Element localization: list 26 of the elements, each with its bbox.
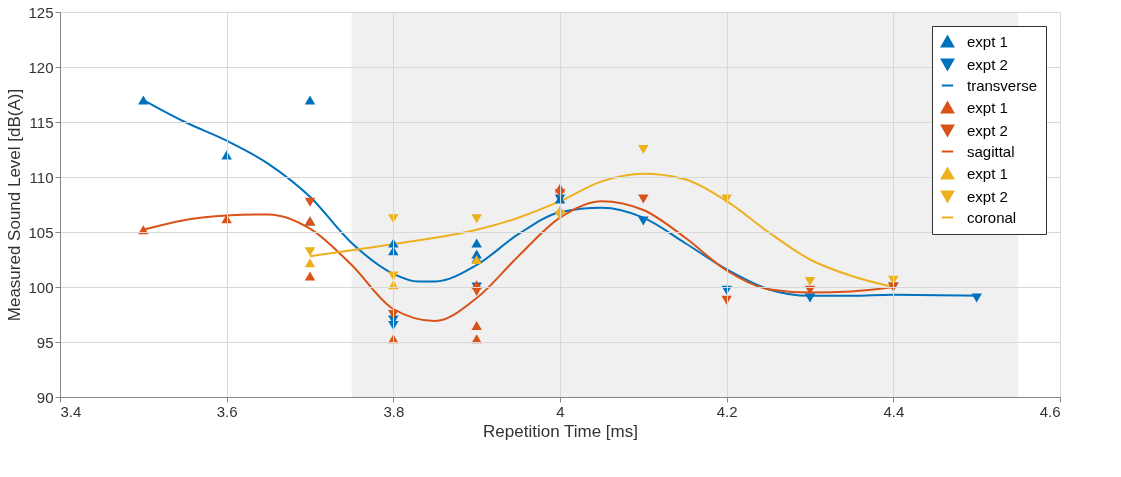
y-tick-label: 120: [28, 58, 54, 76]
y-tick-label: 110: [29, 168, 54, 186]
legend-label: transverse: [967, 76, 1038, 94]
x-tick-label: 4: [556, 402, 565, 420]
x-tick-label: 4.6: [1039, 402, 1061, 420]
x-tick-label: 4.4: [883, 402, 905, 420]
x-tick-label: 3.6: [216, 402, 238, 420]
legend-label: expt 2: [967, 55, 1008, 73]
legend-label: expt 2: [967, 187, 1008, 205]
y-tick-label: 100: [28, 278, 54, 296]
y-tick-label: 115: [29, 113, 54, 131]
legend-label: expt 1: [967, 164, 1008, 182]
x-tick-label: 3.8: [383, 402, 405, 420]
legend-label: coronal: [967, 208, 1017, 226]
y-tick-label: 95: [36, 333, 54, 351]
y-tick-label: 90: [36, 388, 54, 406]
x-tick-label: 4.2: [716, 402, 738, 420]
y-tick-label: 105: [28, 223, 54, 241]
legend-label: expt 1: [967, 98, 1008, 116]
x-axis-title: Repetition Time [ms]: [483, 421, 638, 441]
x-tick-label: 3.4: [60, 402, 82, 420]
y-tick-label: 125: [28, 3, 54, 21]
legend-label: sagittal: [967, 142, 1015, 160]
legend-label: expt 1: [967, 32, 1008, 50]
y-axis-title: Measured Sound Level [dB(A)]: [5, 88, 25, 322]
legend-label: expt 2: [967, 121, 1008, 139]
